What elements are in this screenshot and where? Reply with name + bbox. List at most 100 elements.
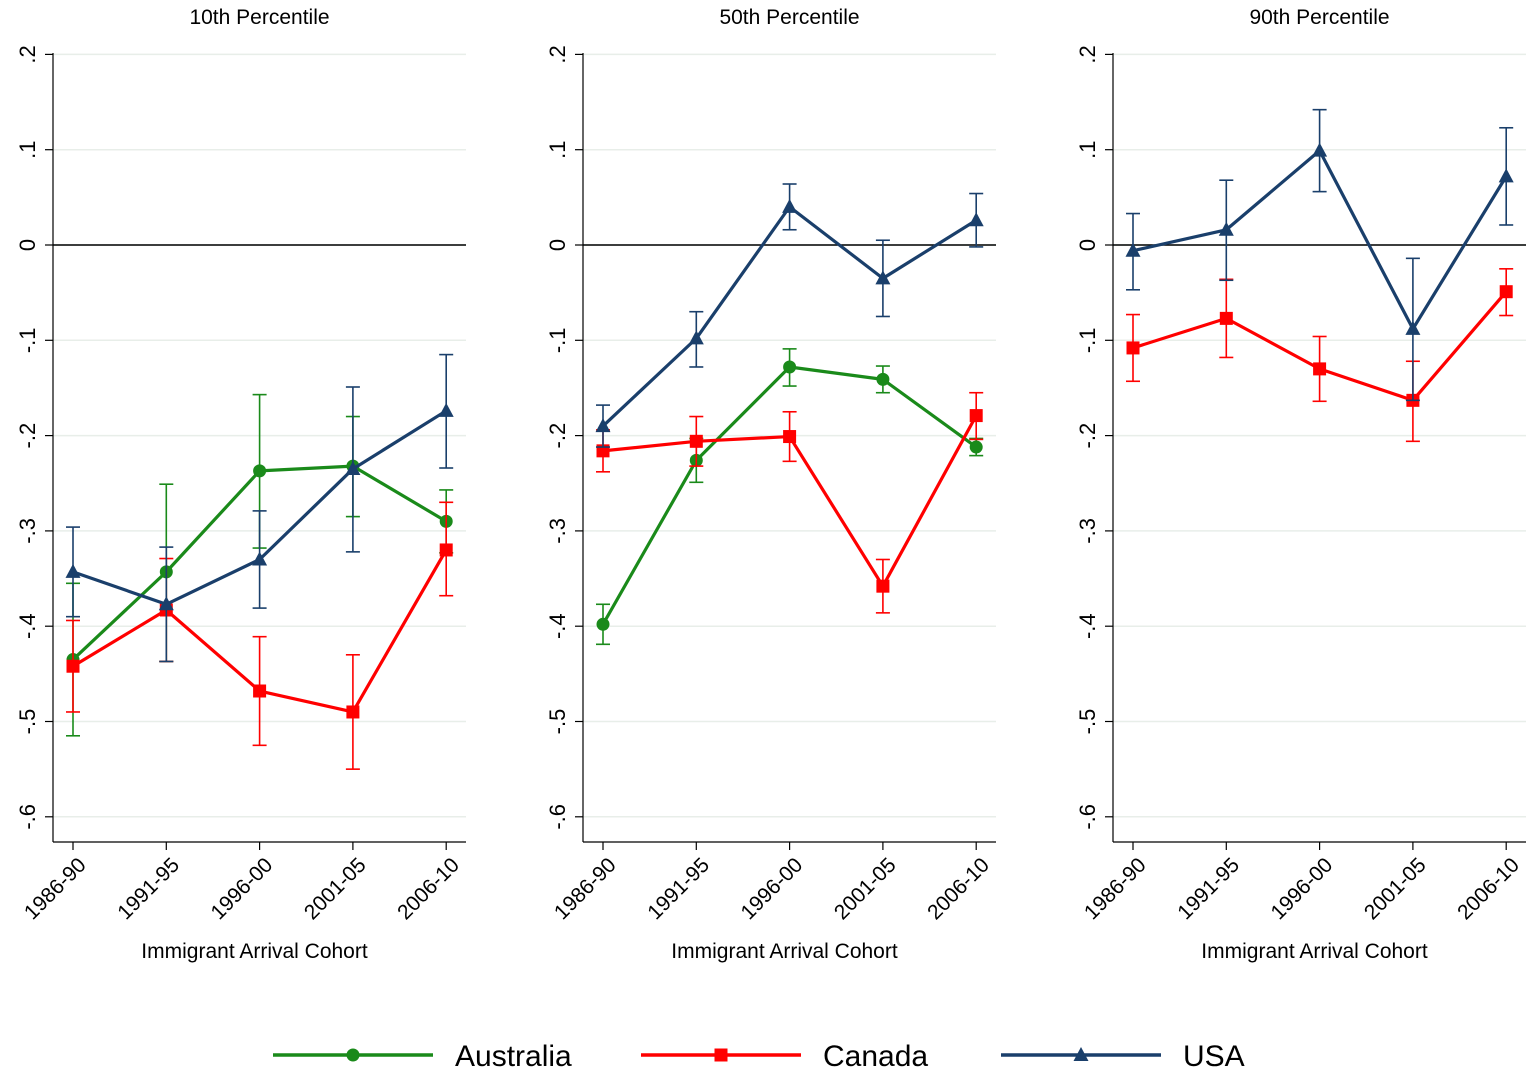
data-point (596, 617, 610, 631)
y-tick-label: -.3 (15, 518, 40, 544)
y-tick-label: .2 (1075, 45, 1100, 63)
x-tick-label: 2001-05 (1360, 853, 1431, 924)
x-tick-label: 1996-00 (737, 853, 808, 924)
legend-marker (346, 1048, 360, 1062)
data-point (346, 705, 360, 719)
data-point (158, 596, 174, 611)
x-tick-label: 2006-10 (923, 853, 994, 924)
y-tick-label: .1 (15, 141, 40, 159)
panel-3: 90th Percentile .2 .1 0 -.1 -.2 -.3 -.4 -.5 -.6 19… (1075, 6, 1526, 963)
x-axis-title: Immigrant Arrival Cohort (141, 940, 368, 963)
series-usa (595, 183, 984, 448)
x-tick-label: 1991-95 (113, 853, 184, 924)
panel-title: 90th Percentile (1249, 6, 1389, 29)
data-point (438, 402, 454, 417)
data-point (66, 659, 80, 673)
x-tick-label: 2006-10 (1453, 853, 1524, 924)
y-tick-label: 0 (1075, 239, 1100, 251)
x-tick-label: 2001-05 (300, 853, 371, 924)
panel-2: 50th Percentile .2 .1 0 -.1 -.2 -.3 -.4 -.5 -.6 19… (545, 6, 996, 963)
y-tick-label: .1 (545, 141, 570, 159)
panel-title: 50th Percentile (719, 6, 859, 29)
y-tick-label: -.1 (545, 327, 570, 353)
series-australia (596, 348, 984, 646)
data-point (782, 198, 798, 213)
y-tick-label: .2 (545, 45, 570, 63)
y-tick-label: .2 (15, 45, 40, 63)
data-point (689, 434, 703, 448)
data-point (1313, 362, 1327, 376)
y-tick-label: -.1 (1075, 327, 1100, 353)
legend: Australia Canada USA (273, 1040, 1245, 1073)
y-tick-label: -.6 (1075, 804, 1100, 830)
x-tick-label: 1991-95 (643, 853, 714, 924)
legend-marker (1073, 1047, 1089, 1061)
data-point (253, 464, 267, 478)
data-point (969, 409, 983, 423)
y-tick-label: 0 (545, 239, 570, 251)
y-tick-label: 0 (15, 239, 40, 251)
x-tick-label: 2001-05 (830, 853, 901, 924)
x-axis-title: Immigrant Arrival Cohort (671, 940, 898, 963)
data-point (1126, 341, 1140, 355)
y-tick-label: -.5 (1075, 709, 1100, 735)
y-tick-label: -.6 (15, 804, 40, 830)
y-tick-label: -.4 (545, 613, 570, 639)
y-tick-label: -.2 (1075, 423, 1100, 449)
x-tick-label: 1986-90 (1080, 853, 1151, 924)
series-usa (65, 353, 454, 663)
data-point (1312, 142, 1328, 157)
x-axis-title: Immigrant Arrival Cohort (1201, 940, 1428, 963)
series-canada (1126, 268, 1514, 443)
data-point (969, 440, 983, 454)
x-tick-label: 1986-90 (550, 853, 621, 924)
y-tick-label: .1 (1075, 141, 1100, 159)
data-point (783, 360, 797, 374)
y-tick-label: -.6 (545, 804, 570, 830)
y-tick-label: -.5 (15, 709, 40, 735)
x-tick-label: 1991-95 (1173, 853, 1244, 924)
data-point (65, 563, 81, 578)
data-point (1499, 285, 1513, 299)
series-line (601, 205, 978, 428)
legend-label: Canada (823, 1040, 928, 1073)
series-canada (596, 391, 984, 614)
series-usa (1125, 108, 1514, 402)
data-point (1405, 320, 1421, 335)
y-tick-label: -.1 (15, 327, 40, 353)
data-point (253, 684, 267, 698)
panel-1: 10th Percentile .2 .1 0 -.1 -.2 -.3 -.4 -.5 -.6 19… (15, 6, 466, 963)
data-point (783, 430, 797, 444)
data-point (439, 543, 453, 557)
y-tick-label: -.2 (15, 423, 40, 449)
series-line (601, 365, 978, 626)
data-point (252, 551, 268, 566)
data-point (688, 330, 704, 345)
y-tick-label: -.3 (545, 518, 570, 544)
legend-item-australia: Australia (273, 1040, 572, 1073)
x-tick-label: 1996-00 (1267, 853, 1338, 924)
data-point (1498, 168, 1514, 183)
x-tick-label: 2006-10 (393, 853, 464, 924)
data-point (876, 372, 890, 386)
data-point (345, 460, 361, 475)
y-tick-label: -.3 (1075, 518, 1100, 544)
panel-title: 10th Percentile (189, 6, 329, 29)
x-tick-label: 1986-90 (20, 853, 91, 924)
y-tick-label: -.4 (1075, 613, 1100, 639)
data-point (876, 579, 890, 593)
legend-marker (714, 1048, 728, 1062)
y-tick-label: -.5 (545, 709, 570, 735)
legend-item-usa: USA (1001, 1040, 1245, 1073)
data-point (875, 270, 891, 285)
legend-item-canada: Canada (641, 1040, 928, 1073)
data-point (1218, 221, 1234, 236)
data-point (1125, 242, 1141, 257)
x-tick-label: 1996-00 (207, 853, 278, 924)
y-tick-label: -.2 (545, 423, 570, 449)
legend-label: USA (1183, 1040, 1245, 1073)
data-point (968, 212, 984, 227)
data-point (595, 418, 611, 433)
